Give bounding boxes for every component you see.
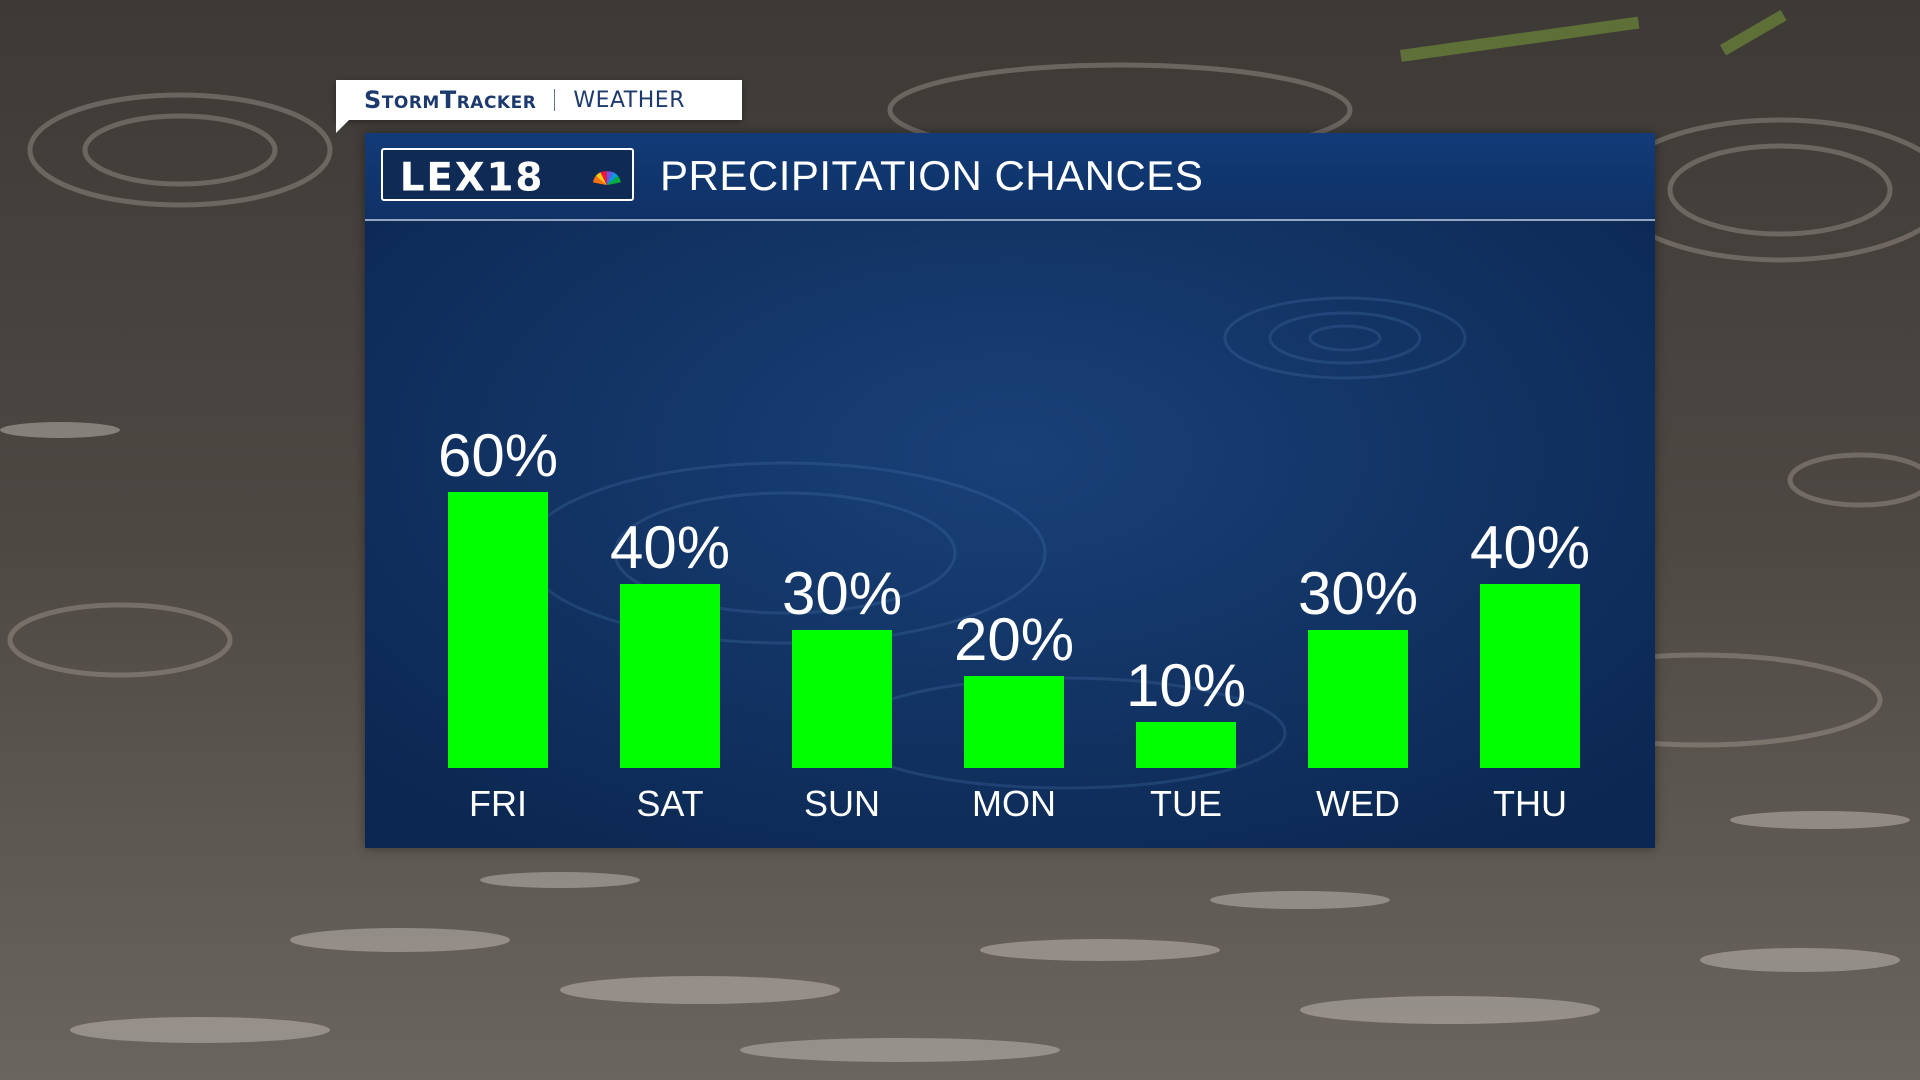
weather-label: WEATHER: [573, 87, 685, 113]
precipitation-bar-chart: 60% FRI 40% SAT 30% SUN 20% MON 10% TUE 30% WED 40% T…: [438, 422, 1590, 824]
stormtracker-tag: StormTracker WEATHER: [336, 80, 742, 120]
tag-divider: [554, 89, 556, 111]
bar-tue: [1136, 722, 1236, 768]
tag-tail: [336, 119, 350, 133]
day-label-wed: WED: [1316, 783, 1400, 824]
day-label-sat: SAT: [636, 783, 703, 824]
day-label-tue: TUE: [1150, 783, 1222, 824]
value-label-thu: 40%: [1470, 514, 1590, 581]
value-label-sat: 40%: [610, 514, 730, 581]
bar-sun: [792, 630, 892, 768]
bar-thu: [1480, 584, 1580, 768]
bar-fri: [448, 492, 548, 768]
day-label-fri: FRI: [469, 783, 527, 824]
bar-wed: [1308, 630, 1408, 768]
value-label-wed: 30%: [1298, 560, 1418, 627]
stormtracker-brand: StormTracker: [364, 86, 537, 114]
forecast-panel: LEX18 PRECIPITATION CHANCES 60% FRI 40% SAT…: [365, 133, 1655, 848]
bar-sat: [620, 584, 720, 768]
chart-title: PRECIPITATION CHANCES: [660, 152, 1204, 199]
lex18-logo: LEX18: [381, 148, 634, 201]
bar-mon: [964, 676, 1064, 768]
value-label-tue: 10%: [1126, 652, 1246, 719]
day-label-mon: MON: [972, 783, 1056, 824]
panel-header: LEX18 PRECIPITATION CHANCES: [365, 133, 1655, 221]
day-label-thu: THU: [1493, 783, 1567, 824]
lex18-logo-text: LEX18: [400, 156, 544, 201]
day-label-sun: SUN: [804, 783, 880, 824]
value-label-sun: 30%: [782, 560, 902, 627]
value-label-fri: 60%: [438, 422, 558, 489]
value-label-mon: 20%: [954, 606, 1074, 673]
peacock-icon: [593, 171, 621, 186]
